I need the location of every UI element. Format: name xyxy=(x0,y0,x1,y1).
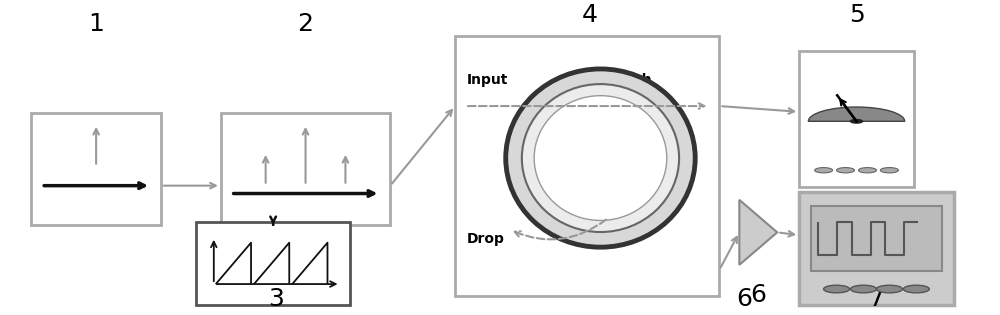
Circle shape xyxy=(903,285,929,293)
Circle shape xyxy=(859,168,876,173)
Bar xyxy=(196,222,350,305)
Text: Add: Add xyxy=(608,203,639,217)
Polygon shape xyxy=(739,200,777,265)
Circle shape xyxy=(824,285,850,293)
Circle shape xyxy=(815,168,833,173)
Text: Input: Input xyxy=(467,73,508,87)
Circle shape xyxy=(876,285,902,293)
Ellipse shape xyxy=(522,84,679,232)
Circle shape xyxy=(837,168,855,173)
Text: 7: 7 xyxy=(869,287,885,311)
Text: 5: 5 xyxy=(849,3,865,27)
Ellipse shape xyxy=(506,69,695,247)
Text: 6: 6 xyxy=(750,283,766,306)
Bar xyxy=(811,206,942,271)
Text: Through: Through xyxy=(587,73,653,87)
Bar xyxy=(799,192,954,305)
Text: 6: 6 xyxy=(736,287,752,311)
Text: 1: 1 xyxy=(88,12,104,36)
Text: 4: 4 xyxy=(582,3,598,27)
Bar xyxy=(455,36,719,296)
Text: Drop: Drop xyxy=(467,232,505,246)
Circle shape xyxy=(851,285,876,293)
Bar xyxy=(31,113,161,225)
Text: 3: 3 xyxy=(268,287,284,311)
Bar xyxy=(221,113,390,225)
Ellipse shape xyxy=(534,96,667,220)
Circle shape xyxy=(851,119,862,123)
Text: 2: 2 xyxy=(298,12,314,36)
Wedge shape xyxy=(808,107,905,121)
Bar xyxy=(799,51,914,186)
Circle shape xyxy=(880,168,898,173)
